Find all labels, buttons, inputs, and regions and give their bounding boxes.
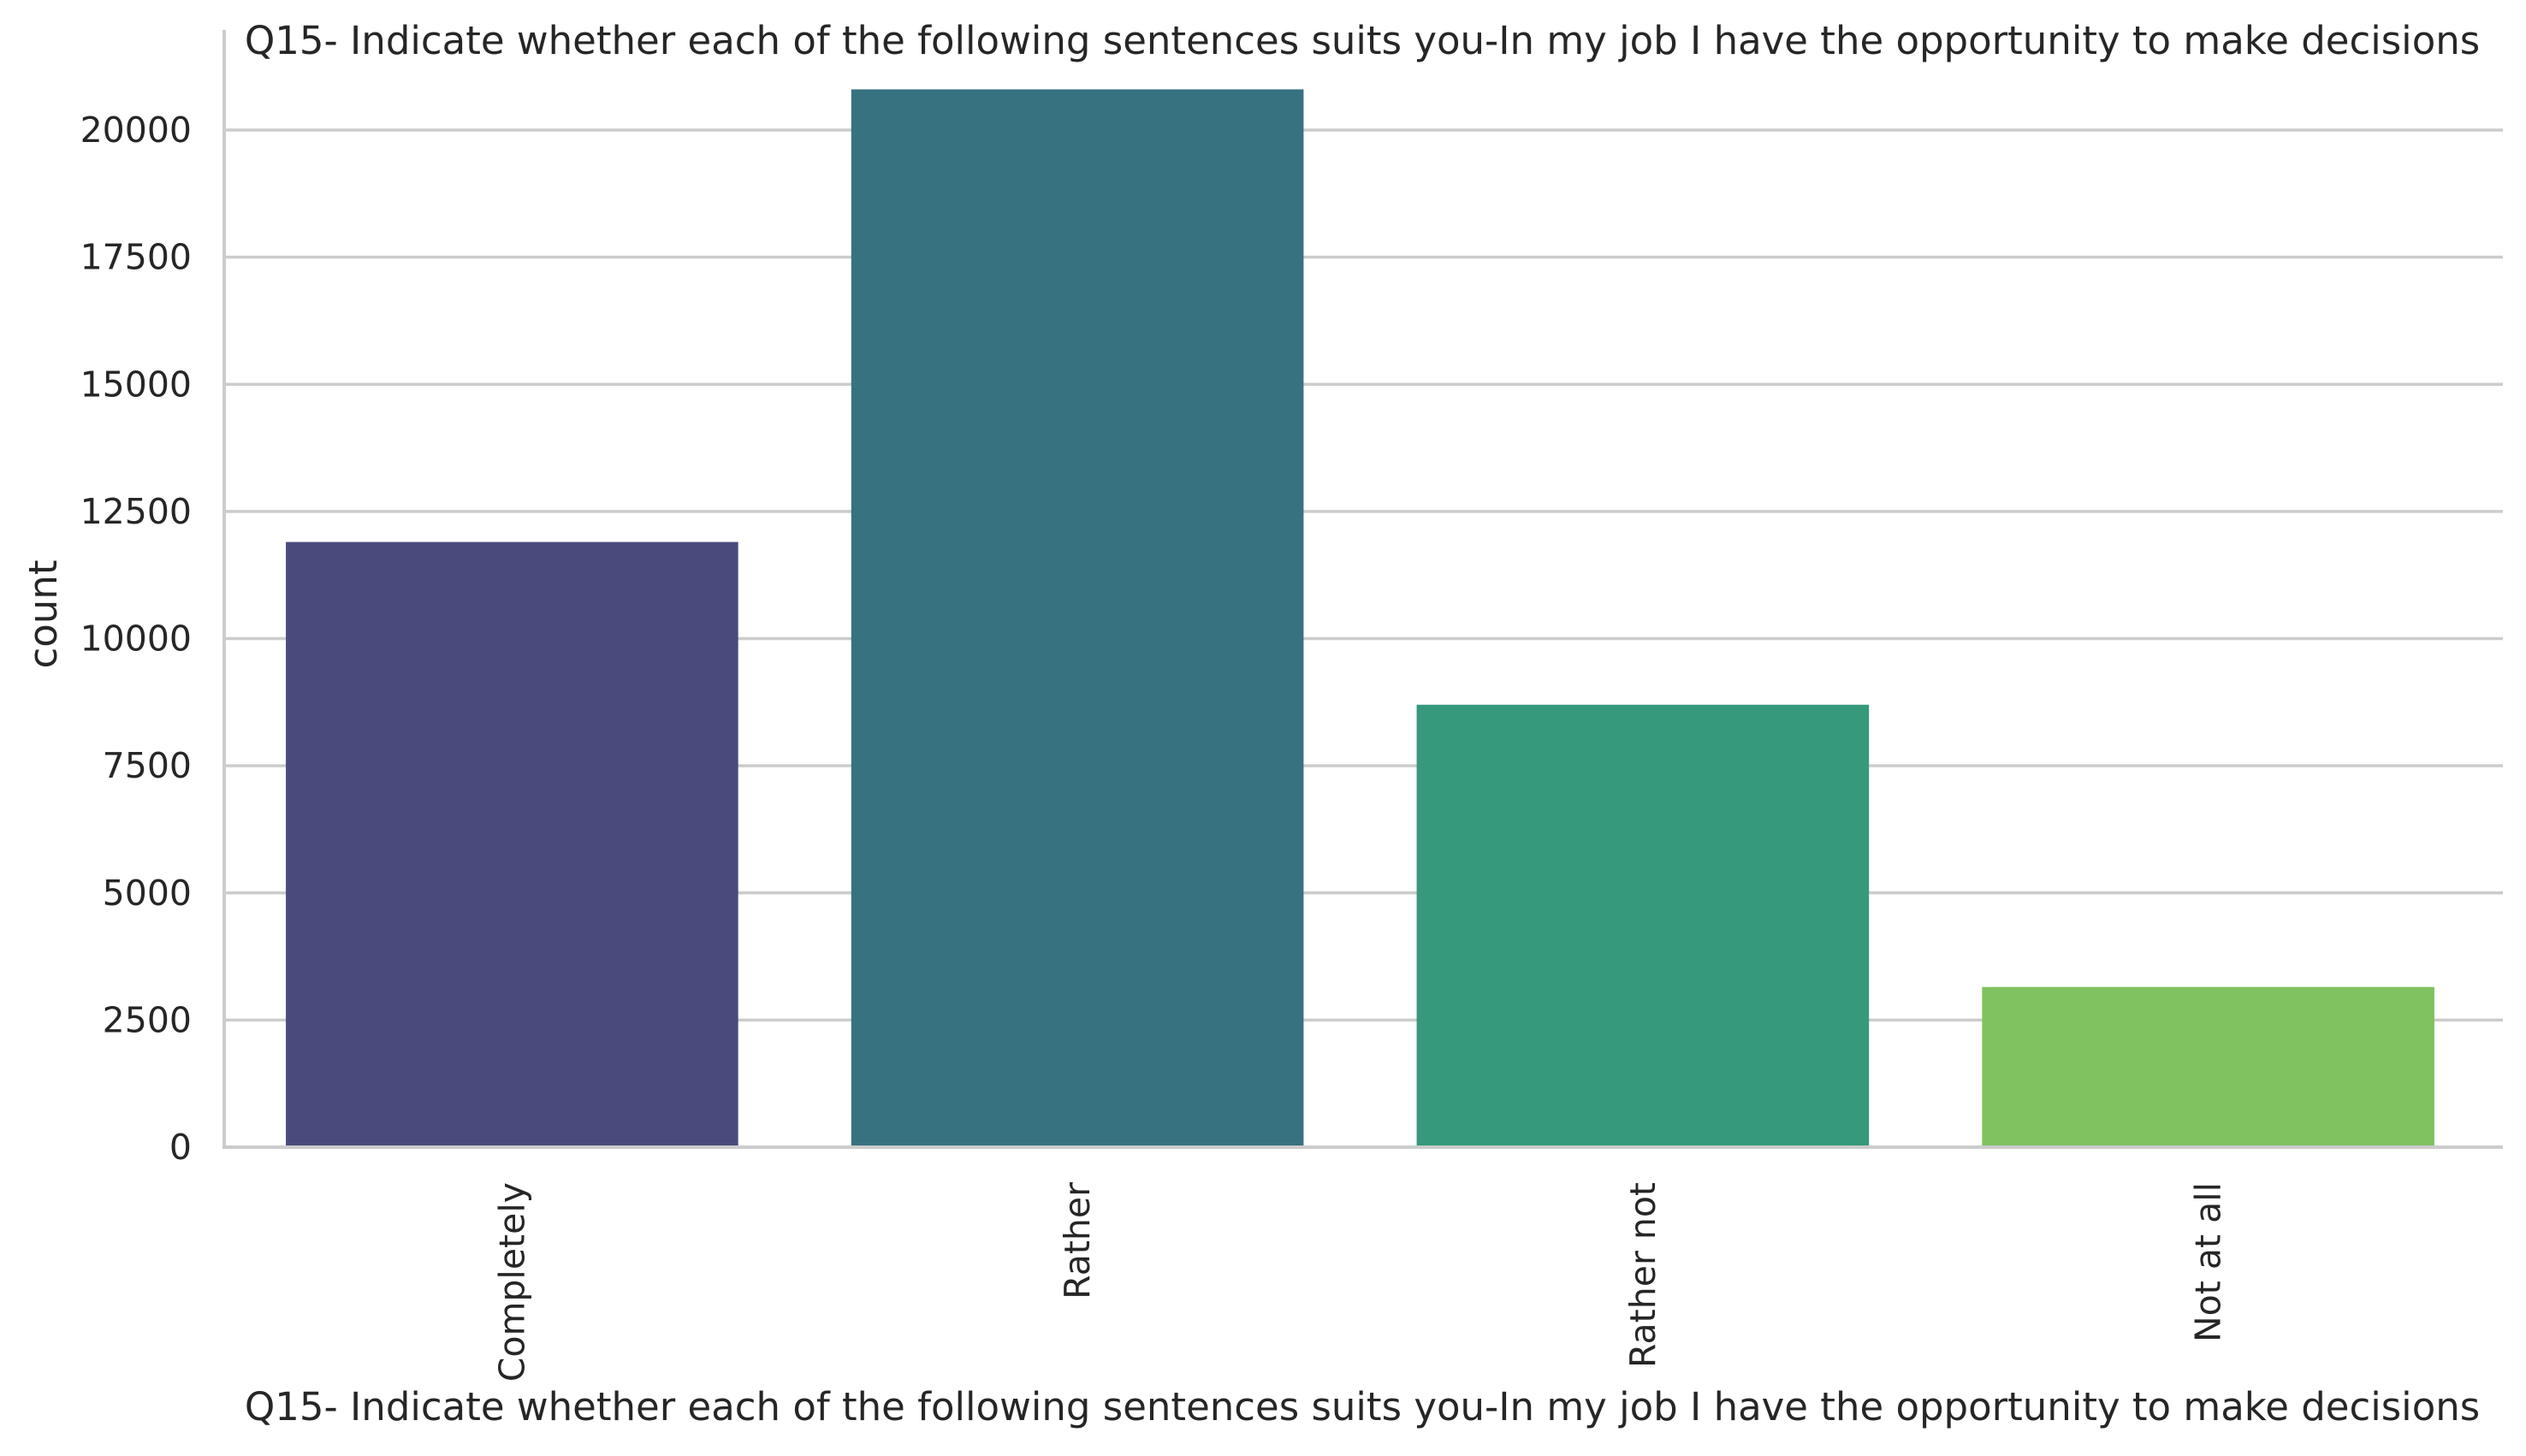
- bar-rather-not: [1416, 704, 1870, 1147]
- y-tick-label: 0: [169, 1127, 192, 1168]
- y-tick-label: 20000: [80, 109, 192, 151]
- y-tick-label: 2500: [103, 999, 192, 1040]
- y-tick-label: 7500: [103, 745, 192, 786]
- axes: [222, 30, 2503, 1149]
- x-tick-label: Rather not: [1622, 1182, 1663, 1368]
- x-tick-labels: Completely Rather Rather not Not at all: [491, 1182, 2228, 1382]
- bar-completely: [286, 542, 738, 1147]
- bars: [286, 89, 2434, 1148]
- chart-title: Q15- Indicate whether each of the follow…: [245, 18, 2480, 63]
- y-tick-labels: 0 2500 5000 7500 10000 12500 15000 17500 20000: [80, 109, 192, 1168]
- y-tick-label: 17500: [80, 237, 192, 278]
- x-tick-label: Completely: [491, 1182, 532, 1382]
- bar-not-at-all: [1982, 986, 2434, 1147]
- y-tick-label: 10000: [80, 619, 192, 660]
- x-tick-label: Not at all: [2188, 1182, 2229, 1342]
- y-tick-label: 12500: [80, 491, 192, 532]
- x-axis-label: Q15- Indicate whether each of the follow…: [245, 1384, 2480, 1429]
- y-tick-label: 15000: [80, 364, 192, 405]
- x-tick-label: Rather: [1057, 1182, 1098, 1299]
- bar-rather: [851, 89, 1304, 1148]
- y-tick-label: 5000: [103, 873, 192, 914]
- y-axis-label: count: [21, 560, 66, 669]
